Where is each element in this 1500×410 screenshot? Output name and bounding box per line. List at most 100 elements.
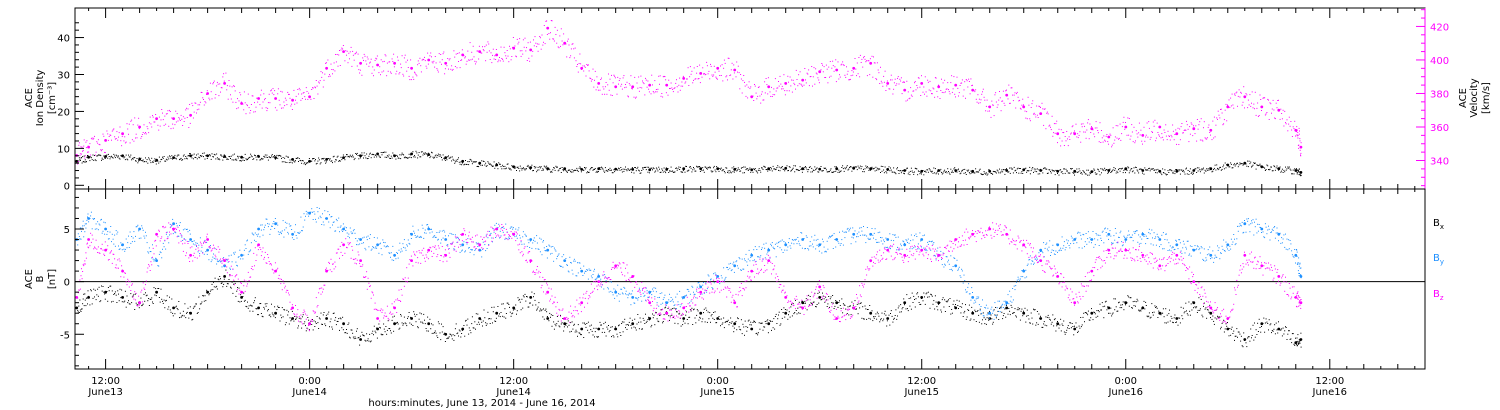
top-velocity-sample bbox=[893, 82, 895, 84]
top-density-point bbox=[308, 159, 311, 163]
top-velocity-sample bbox=[121, 145, 123, 147]
top-density-sample bbox=[979, 168, 981, 170]
top-density-point bbox=[903, 169, 907, 172]
field-bx-sample bbox=[115, 294, 117, 296]
field-bx-sample bbox=[1216, 318, 1218, 320]
field-bx-sample bbox=[705, 307, 707, 309]
top-velocity-sample bbox=[721, 64, 723, 66]
top-velocity-sample bbox=[662, 76, 664, 78]
top-velocity-sample bbox=[1028, 104, 1030, 106]
top-velocity-sample bbox=[90, 138, 92, 140]
top-velocity-sample bbox=[1069, 139, 1071, 140]
top-velocity-sample bbox=[688, 85, 690, 86]
top-density-sample bbox=[1186, 167, 1187, 169]
field-bx-sample bbox=[301, 316, 303, 318]
top-density-sample bbox=[541, 170, 543, 171]
top-density-sample bbox=[452, 158, 454, 160]
field-bx-sample bbox=[160, 288, 162, 290]
top-density-sample bbox=[1220, 169, 1222, 171]
top-velocity-sample bbox=[933, 88, 935, 90]
top-density-sample bbox=[533, 170, 534, 171]
top-velocity-sample bbox=[533, 45, 535, 47]
top-velocity-sample bbox=[216, 85, 218, 87]
field-bx-sample bbox=[430, 328, 432, 330]
top-velocity-sample bbox=[465, 56, 466, 58]
field-bx-sample bbox=[696, 309, 698, 311]
field-bx-sample bbox=[468, 327, 470, 329]
top-density-sample bbox=[410, 154, 412, 156]
top-velocity-sample bbox=[839, 74, 840, 76]
top-velocity-sample bbox=[912, 90, 914, 92]
top-velocity-sample bbox=[254, 111, 256, 113]
top-density-sample bbox=[1149, 170, 1151, 172]
top-density-sample bbox=[1165, 173, 1167, 175]
top-velocity-sample bbox=[209, 99, 211, 101]
top-density-sample bbox=[942, 172, 944, 174]
field-bx-sample bbox=[1010, 304, 1012, 306]
top-density-sample bbox=[788, 166, 790, 168]
top-velocity-sample bbox=[889, 88, 891, 90]
top-density-sample bbox=[482, 160, 484, 162]
top-velocity-sample bbox=[1227, 104, 1228, 106]
top-velocity-sample bbox=[1019, 99, 1021, 101]
field-bx-sample bbox=[148, 305, 150, 306]
top-velocity-sample bbox=[420, 71, 422, 73]
field-bx-sample bbox=[426, 330, 428, 332]
top-density-sample bbox=[455, 159, 457, 161]
top-velocity-sample bbox=[979, 102, 981, 104]
field-bx-sample bbox=[1259, 327, 1261, 328]
top-density-point bbox=[121, 154, 124, 158]
top-velocity-sample bbox=[904, 81, 905, 83]
top-velocity-sample bbox=[243, 109, 245, 111]
top-velocity-sample bbox=[235, 101, 237, 103]
field-bx-sample bbox=[363, 334, 364, 336]
top-density-sample bbox=[334, 161, 336, 163]
top-velocity-point bbox=[869, 61, 873, 65]
field-bx-sample bbox=[370, 340, 372, 342]
top-velocity-sample bbox=[346, 54, 347, 56]
top-velocity-sample bbox=[605, 82, 607, 83]
field-bx-sample bbox=[670, 308, 672, 310]
field-bx-sample bbox=[502, 303, 504, 305]
field-bx-sample bbox=[1046, 316, 1048, 318]
top-velocity-sample bbox=[1009, 102, 1011, 104]
top-velocity-sample bbox=[523, 46, 525, 48]
top-velocity-sample bbox=[971, 85, 973, 87]
top-density-sample bbox=[82, 156, 84, 158]
top-density-sample bbox=[440, 155, 442, 157]
top-density-point bbox=[767, 167, 771, 171]
field-bx-sample bbox=[424, 319, 425, 321]
top-velocity-sample bbox=[1099, 122, 1101, 124]
top-velocity-sample bbox=[953, 76, 955, 78]
field-bx-sample bbox=[1095, 316, 1097, 318]
top-velocity-sample bbox=[398, 73, 400, 75]
field-bx-sample bbox=[997, 310, 999, 312]
field-bx-sample bbox=[1043, 323, 1045, 325]
top-density-sample bbox=[856, 166, 857, 168]
top-velocity-point bbox=[257, 97, 260, 100]
top-velocity-sample bbox=[417, 60, 419, 62]
field-bx-sample bbox=[78, 312, 80, 313]
field-bx-sample bbox=[592, 334, 594, 336]
density-tick-label: 40 bbox=[57, 34, 70, 45]
field-bx-sample bbox=[364, 339, 366, 341]
field-bx-sample bbox=[795, 299, 796, 301]
top-velocity-sample bbox=[934, 77, 936, 79]
top-density-sample bbox=[296, 158, 298, 159]
top-density-sample bbox=[322, 158, 323, 160]
field-bx-sample bbox=[999, 307, 1000, 309]
field-bx-sample bbox=[396, 322, 398, 324]
field-bx-sample bbox=[295, 318, 297, 320]
top-velocity-sample bbox=[570, 55, 572, 57]
field-bx-sample bbox=[266, 303, 268, 305]
top-velocity-sample bbox=[522, 39, 524, 41]
top-density-sample bbox=[329, 158, 331, 160]
top-density-sample bbox=[330, 160, 332, 162]
top-density-sample bbox=[754, 168, 756, 170]
top-velocity-sample bbox=[402, 73, 404, 75]
top-velocity-sample bbox=[533, 39, 534, 41]
top-velocity-sample bbox=[395, 73, 397, 75]
top-velocity-sample bbox=[493, 58, 495, 60]
top-density-sample bbox=[134, 157, 136, 159]
top-density-sample bbox=[192, 158, 194, 160]
